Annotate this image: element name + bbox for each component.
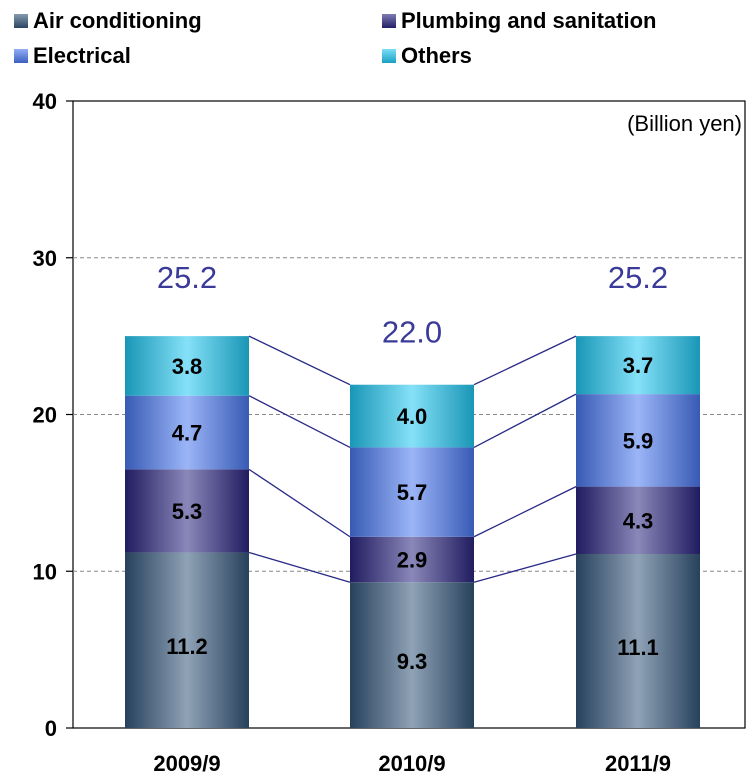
legend-swatch [382,49,396,63]
bar-value-label: 9.3 [397,649,428,674]
bar-total-label: 22.0 [382,315,442,350]
y-tick-label: 0 [45,716,57,741]
series-connector-line [473,335,577,386]
bar-value-label: 4.3 [623,508,654,533]
series-connector-line [248,468,351,538]
y-tick-label: 30 [33,246,57,271]
bar-segment [576,554,700,728]
bar-value-label: 5.7 [397,480,428,505]
x-category-label: 2010/9 [378,751,445,776]
bar-total-label: 25.2 [157,260,217,295]
legend-label: Others [401,43,472,68]
bar-value-label: 11.1 [617,635,659,660]
bar-value-label: 4.7 [172,421,203,446]
bar-segment [350,384,474,448]
bar-value-label: 3.7 [623,353,654,378]
bar-value-label: 3.8 [172,354,203,379]
series-connector-line [248,395,351,448]
bar-value-label: 4.0 [397,404,428,429]
y-tick-label: 10 [33,559,57,584]
bar-value-label: 2.9 [397,547,428,572]
legend-swatch [382,14,396,28]
bar-segment [125,469,249,553]
bar-segment [350,582,474,728]
bar-segment [576,394,700,487]
bar-segment [125,552,249,728]
legend-swatch [14,14,28,28]
bar-segment [350,536,474,583]
x-category-label: 2011/9 [605,751,671,776]
bar-segment [576,486,700,555]
series-connector-line [248,551,351,583]
y-tick-label: 20 [33,403,57,428]
bar-total-label: 25.2 [608,260,668,295]
bar-value-label: 11.2 [166,634,208,659]
series-connector-line [473,553,577,583]
y-tick-label: 40 [33,89,57,114]
bar-segment [125,336,249,396]
series-connector-line [473,486,577,538]
bar-segment [350,447,474,537]
bar-value-label: 5.9 [623,428,654,453]
bar-value-label: 5.3 [172,499,203,524]
legend-swatch [14,49,28,63]
series-connector-line [473,393,577,448]
x-category-label: 2009/9 [153,751,220,776]
bar-segment [576,336,700,395]
legend-label: Air conditioning [33,8,202,33]
legend-label: Plumbing and sanitation [401,8,656,33]
unit-label: (Billion yen) [627,111,742,136]
series-connector-line [248,335,351,386]
bar-segment [125,395,249,470]
legend-label: Electrical [33,43,131,68]
